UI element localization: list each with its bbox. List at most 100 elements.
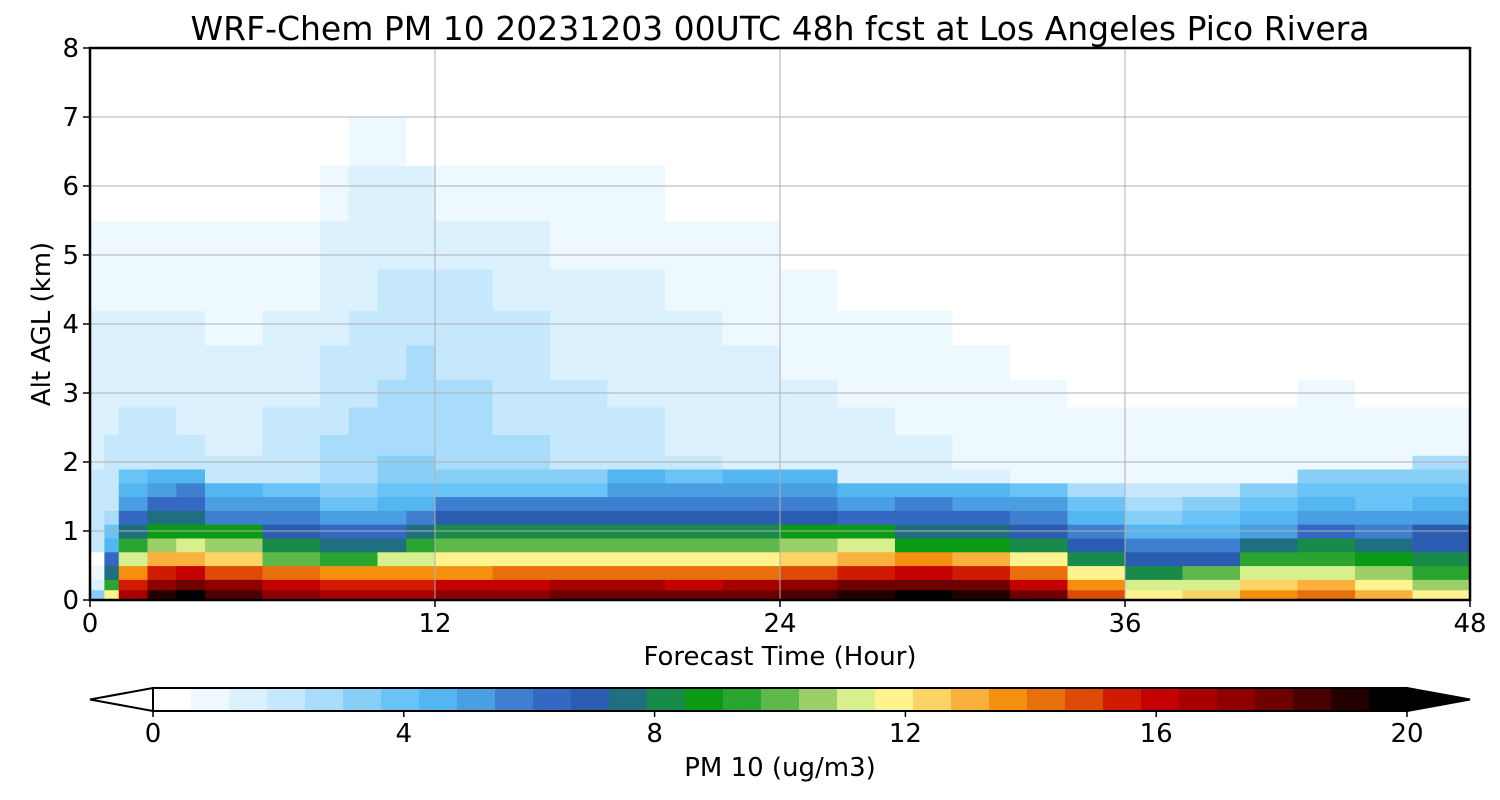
heatmap-cell [320, 268, 350, 311]
heatmap-cell [492, 579, 551, 591]
heatmap-cell [665, 551, 724, 567]
heatmap-cell [780, 165, 839, 222]
heatmap-cell [837, 220, 896, 270]
heatmap-cell [377, 468, 407, 484]
heatmap-cell [348, 589, 379, 600]
heatmap-cell [665, 565, 724, 580]
heatmap-cell [665, 310, 724, 346]
heatmap-cell [435, 589, 494, 600]
heatmap-cell [1240, 510, 1299, 525]
y-tick-label: 0 [62, 586, 79, 616]
colorbar-swatch [571, 688, 610, 711]
heatmap-cell [837, 117, 896, 166]
heatmap-cell [1355, 537, 1414, 553]
heatmap-cell [104, 579, 120, 591]
heatmap-cell [262, 482, 321, 498]
heatmap-cell [104, 537, 120, 553]
heatmap-cell [1067, 220, 1126, 270]
colorbar-swatch [533, 688, 572, 711]
heatmap-cell [895, 310, 954, 346]
colorbar-tick-label: 16 [1140, 719, 1173, 749]
heatmap-cell [1067, 579, 1126, 591]
y-tick-label: 2 [62, 448, 79, 478]
heatmap-cell [90, 589, 105, 600]
heatmap-cell [104, 551, 120, 567]
heatmap-cell [205, 220, 264, 270]
colorbar-label: PM 10 (ug/m3) [684, 753, 876, 783]
heatmap-cell [1297, 117, 1356, 166]
heatmap-cell [377, 482, 407, 498]
x-axis-ticks: 0 12 24 36 48 [82, 600, 1487, 639]
colorbar-swatch [1255, 688, 1294, 711]
heatmap-cell [665, 468, 724, 484]
heatmap-cell [837, 48, 896, 118]
heatmap-cell [837, 496, 896, 511]
heatmap-cell [205, 165, 264, 222]
heatmap-cell [435, 268, 494, 311]
colorbar-swatch [343, 688, 382, 711]
heatmap-cell [1182, 48, 1241, 118]
heatmap-cell [1240, 579, 1299, 591]
heatmap-cell [722, 406, 781, 435]
heatmap-cell [1125, 579, 1184, 591]
heatmap-cell [492, 48, 551, 118]
heatmap-cell [1355, 434, 1414, 456]
y-tick-label: 3 [62, 379, 79, 409]
heatmap-cell [1412, 496, 1470, 511]
heatmap-cell [1297, 579, 1356, 591]
heatmap-cell [176, 537, 206, 553]
heatmap-cell [1297, 565, 1356, 580]
heatmap-cell [176, 310, 206, 346]
heatmap-cell [348, 268, 379, 311]
heatmap-cell [1297, 510, 1356, 525]
heatmap-cell [176, 268, 206, 311]
heatmap-cell [406, 406, 436, 435]
heatmap-cell [118, 165, 149, 222]
heatmap-cell [492, 482, 551, 498]
heatmap-cell [952, 510, 1011, 525]
heatmap-cell [1182, 434, 1241, 456]
heatmap-cell [1010, 589, 1069, 600]
heatmap-cell [348, 482, 379, 498]
heatmap-cell [104, 434, 120, 456]
heatmap-cell [176, 344, 206, 380]
heatmap-cell [348, 165, 379, 222]
colorbar-swatch [1369, 688, 1408, 711]
heatmap-cell [406, 496, 436, 511]
heatmap-cell [1067, 165, 1126, 222]
heatmap-cell [348, 434, 379, 456]
heatmap-cell [90, 220, 105, 270]
heatmap-cell [665, 537, 724, 553]
heatmap-cell [320, 406, 350, 435]
heatmap-cell [435, 510, 494, 525]
heatmap-cell [1010, 579, 1069, 591]
heatmap-cell [1355, 310, 1414, 346]
colorbar-tick-label: 8 [646, 719, 663, 749]
heatmap-cell [147, 165, 177, 222]
heatmap-cell [1010, 220, 1069, 270]
heatmap-cell [837, 468, 896, 484]
heatmap-cell [377, 565, 407, 580]
heatmap-cell [1125, 117, 1184, 166]
heatmap-cell [895, 482, 954, 498]
heatmap-cell [837, 579, 896, 591]
heatmap-cell [550, 537, 609, 553]
heatmap-cell [1297, 48, 1356, 118]
heatmap-cell [118, 551, 149, 567]
heatmap-cell [348, 537, 379, 553]
heatmap-cell [1067, 406, 1126, 435]
heatmap-cell [1297, 537, 1356, 553]
heatmap-cell [1125, 496, 1184, 511]
heatmap-cell [1125, 589, 1184, 600]
heatmap-cell [1182, 220, 1241, 270]
heatmap-cell [406, 310, 436, 346]
heatmap-cell [837, 268, 896, 311]
heatmap-cell [1412, 434, 1470, 456]
heatmap-cell [90, 434, 105, 456]
heatmap-cell [722, 551, 781, 567]
heatmap-cell [1297, 310, 1356, 346]
colorbar-extend-max [1406, 686, 1471, 713]
colorbar-swatch [495, 688, 534, 711]
heatmap-cell [406, 579, 436, 591]
